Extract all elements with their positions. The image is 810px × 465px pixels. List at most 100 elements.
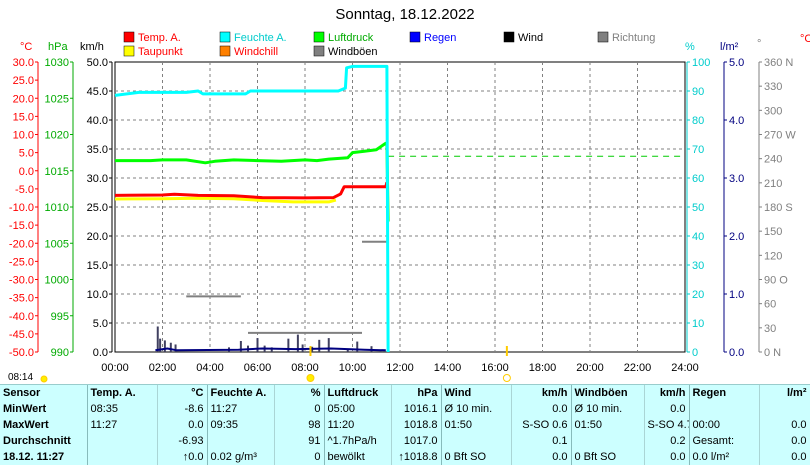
pressure-axis-tick-label: 1005 (45, 238, 69, 250)
legend-swatch (313, 31, 325, 43)
stats-cell: 0.0 (511, 449, 572, 465)
stats-header-cell: km/h (644, 385, 690, 401)
temp-axis-tick-label: 5.0 (19, 148, 34, 160)
stats-cell (207, 433, 275, 449)
stats-cell: 0.0 (644, 401, 690, 417)
series-temp-a- (114, 181, 389, 200)
stats-header-row: Sensor Temp. A. °C Feuchte A.% Luftdruck hPa W… (0, 385, 810, 401)
series-wind-linie (155, 347, 386, 352)
stats-cell: 1018.8 (391, 417, 442, 433)
stats-row: MinWert 08:35 -8.6 11:27 0 05:00 1016.1 Ø 10 mi… (0, 401, 810, 417)
time-tick-label: 24:00 (671, 362, 699, 374)
time-tick-label: 18:00 (529, 362, 557, 374)
wind-axis-tick-label: 45.0 (87, 86, 108, 98)
stats-cell: 0.0 (157, 417, 208, 433)
stats-cell: 0.1 (511, 433, 572, 449)
temp-axis-tick-label: -25.0 (9, 256, 34, 268)
rightmost-unit-label: °C (800, 33, 810, 45)
direction-axis-tick-label: 360 N (764, 57, 793, 69)
stats-cell: 01:50 (571, 417, 645, 433)
temp-axis-tick-label: 20.0 (13, 93, 34, 105)
humidity-axis-tick-label: 0 (692, 347, 698, 359)
legend-label: Luftdruck (328, 32, 374, 44)
stats-cell: 01:50 (441, 417, 512, 433)
stats-cell: MaxWert (0, 417, 88, 433)
stats-cell: Ø 10 min. (571, 401, 645, 417)
stats-header-cell: hPa (391, 385, 442, 401)
time-tick-label: 12:00 (386, 362, 414, 374)
time-tick-label: 02:00 (149, 362, 177, 374)
time-tick-label: 20:00 (576, 362, 604, 374)
stats-row: 18.12. 11:27 ↑0.0 0.02 g/m³ 0 bewölkt ↑1018.8… (0, 449, 810, 465)
stats-cell: Durchschnitt (0, 433, 88, 449)
stats-cell (87, 433, 158, 449)
pressure-axis-tick-label: 1030 (45, 57, 69, 69)
direction-axis-tick-label: 210 (764, 178, 782, 190)
direction-axis-tick-label: 120 (764, 250, 782, 262)
humidity-axis-tick-label: 30 (692, 260, 704, 272)
sunrise-time: 08:14 (8, 372, 34, 383)
rain-axis-tick-label: 0.0 (729, 347, 744, 359)
legend-swatch (503, 31, 515, 43)
wind-axis-tick-label: 50.0 (87, 57, 108, 69)
stats-panel: Sensor Temp. A. °C Feuchte A.% Luftdruck hPa W… (0, 384, 810, 465)
legend-label: Feuchte A. (234, 32, 287, 44)
stats-cell: 0.0 (759, 433, 810, 449)
temp-axis-tick-label: -20.0 (9, 238, 34, 250)
humidity-axis-tick-label: 60 (692, 173, 704, 185)
stats-cell: 0.0 (511, 401, 572, 417)
legend-label: Temp. A. (138, 32, 181, 44)
axes: 30.0 25.0 20.0 15.0 10.0 5.0 0.0 -5.0 -10.0 -15.0… (9, 57, 796, 374)
stats-cell: -8.6 (157, 401, 208, 417)
pressure-axis-tick-label: 1010 (45, 202, 69, 214)
stats-header-cell: °C (157, 385, 208, 401)
humidity-axis-tick-label: 90 (692, 86, 704, 98)
stats-header-cell: Regen (689, 385, 760, 401)
stats-cell: 1017.0 (391, 433, 442, 449)
axis-units: °C hPa km/h% l/m² ° °C (20, 33, 810, 53)
stats-cell: 0.0 (644, 449, 690, 465)
pressure-unit-label: hPa (48, 41, 68, 53)
legend-swatch (219, 31, 231, 43)
stats-cell: ↑0.0 (157, 449, 208, 465)
humidity-axis-tick-label: 10 (692, 318, 704, 330)
rain-unit-label: l/m² (720, 41, 739, 53)
time-tick-label: 22:00 (624, 362, 652, 374)
temp-axis-tick-label: -10.0 (9, 202, 34, 214)
stats-cell: 05:00 (324, 401, 392, 417)
time-tick-label: 16:00 (481, 362, 509, 374)
stats-cell: 0 Bft SO (571, 449, 645, 465)
stats-cell: 0.0 (759, 449, 810, 465)
wind-axis-tick-label: 20.0 (87, 231, 108, 243)
sunrise-bar: 08:14 (0, 370, 810, 384)
temp-axis-tick-label: -35.0 (9, 293, 34, 305)
stats-cell: bewölkt (324, 449, 392, 465)
stats-cell: ↑1018.8 (391, 449, 442, 465)
stats-header-cell: Windböen (571, 385, 645, 401)
wind-axis-tick-label: 15.0 (87, 260, 108, 272)
humidity-axis-tick-label: 40 (692, 231, 704, 243)
stats-header-cell: l/m² (759, 385, 810, 401)
sun-markers (40, 346, 511, 383)
sunrise-dot (306, 374, 315, 382)
legend-label: Richtung (612, 32, 655, 44)
stats-cell: 18.12. 11:27 (0, 449, 88, 465)
temp-axis-tick-label: 15.0 (13, 111, 34, 123)
legend-swatch (597, 31, 609, 43)
temp-axis-tick-label: 10.0 (13, 130, 34, 142)
temp-axis-tick-label: 0.0 (19, 166, 34, 178)
stats-header-cell: Luftdruck (324, 385, 392, 401)
stats-cell: 0.2 (644, 433, 690, 449)
direction-axis-tick-label: 300 (764, 105, 782, 117)
rain-axis-tick-label: 1.0 (729, 289, 744, 301)
stats-cell: 0.02 g/m³ (207, 449, 275, 465)
rain-axis-tick-label: 5.0 (729, 57, 744, 69)
legend-label: Regen (424, 32, 456, 44)
stats-cell: 0 (274, 449, 325, 465)
legend-label: Wind (518, 32, 543, 44)
stats-cell: 0.0 l/m² (689, 449, 760, 465)
legend-swatch (313, 45, 325, 57)
stats-cell: 0.0 (759, 417, 810, 433)
stats-cell: 98 (274, 417, 325, 433)
stats-table: Sensor Temp. A. °C Feuchte A.% Luftdruck hPa W… (0, 385, 810, 465)
